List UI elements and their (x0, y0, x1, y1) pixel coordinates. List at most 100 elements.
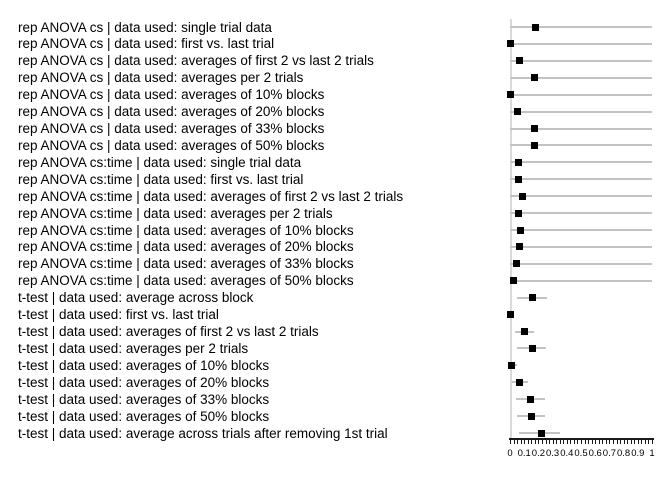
error-bar (510, 279, 652, 282)
data-point-marker (507, 91, 515, 99)
row-label: t-test | data used: averages of first 2 … (18, 324, 319, 340)
error-bar (510, 76, 652, 79)
error-bar (510, 262, 652, 265)
x-axis-tick-label: 0.1 (517, 448, 531, 459)
x-axis-tick-label: 0.6 (588, 448, 602, 459)
x-axis-minor-tick (641, 439, 643, 444)
x-axis-minor-tick (627, 439, 629, 444)
x-axis-minor-tick (584, 439, 586, 444)
row-label: rep ANOVA cs:time | data used: averages … (18, 188, 404, 204)
x-axis-minor-tick (577, 439, 579, 444)
data-point-marker (532, 23, 540, 31)
data-point-marker (512, 260, 520, 268)
row-label: t-test | data used: first vs. last trial (18, 307, 219, 323)
row-label: rep ANOVA cs | data used: averages of fi… (18, 53, 374, 69)
x-axis-minor-tick (563, 439, 565, 444)
data-point-marker (507, 40, 515, 48)
row-label: rep ANOVA cs | data used: single trial d… (18, 19, 272, 35)
x-axis-tick-label: 0 (507, 448, 513, 459)
x-axis-tick-label: 1 (649, 448, 655, 459)
x-axis-minor-tick (534, 439, 536, 444)
data-point-marker (527, 412, 535, 420)
row-label: rep ANOVA cs | data used: averages of 10… (18, 87, 325, 103)
row-label: rep ANOVA cs:time | data used: averages … (18, 205, 333, 221)
x-axis-tick-label: 0.7 (602, 448, 616, 459)
data-point-marker (530, 125, 538, 133)
data-point-marker (508, 361, 516, 369)
x-axis-tick-label: 0.5 (574, 448, 588, 459)
error-bar (510, 42, 652, 45)
x-axis-tick-label: 0.4 (560, 448, 574, 459)
row-label: rep ANOVA cs:time | data used: first vs.… (18, 171, 304, 187)
data-point-marker (530, 74, 538, 82)
x-axis-minor-tick (531, 439, 533, 444)
x-axis-minor-tick (652, 439, 653, 444)
row-label: rep ANOVA cs:time | data used: single tr… (18, 154, 302, 170)
x-axis-minor-tick (612, 439, 614, 444)
x-axis-tick-label: 0.3 (545, 448, 560, 459)
data-point-marker (507, 311, 515, 319)
x-axis-minor-tick (648, 439, 650, 444)
data-point-marker (515, 175, 523, 183)
x-axis-minor-tick (513, 439, 515, 444)
x-axis-tick-label: 0.8 (616, 448, 631, 459)
error-bar (510, 178, 652, 181)
x-axis-minor-tick (630, 439, 632, 444)
data-point-marker (516, 57, 524, 65)
error-bar (510, 26, 652, 28)
x-axis-minor-tick (570, 439, 572, 444)
x-axis-minor-tick (573, 439, 575, 444)
x-axis-minor-tick (566, 439, 568, 444)
row-label: rep ANOVA cs | data used: averages of 20… (18, 104, 325, 120)
data-point-marker (513, 108, 521, 116)
error-bar (510, 144, 652, 147)
x-axis-minor-tick (591, 439, 593, 444)
x-axis-minor-tick (524, 439, 526, 444)
row-label: rep ANOVA cs:time | data used: averages … (18, 273, 354, 289)
error-bar (510, 195, 652, 198)
data-point-marker (528, 294, 536, 302)
data-point-marker (528, 344, 536, 352)
x-axis-minor-tick (581, 439, 582, 444)
row-label: t-test | data used: averages of 10% bloc… (18, 357, 270, 373)
x-axis-minor-tick (510, 439, 511, 444)
x-axis-tick-label: 0.9 (631, 448, 645, 459)
row-label: rep ANOVA cs | data used: averages of 50… (18, 137, 325, 153)
x-axis-minor-tick (605, 439, 607, 444)
x-axis-minor-tick (559, 439, 561, 444)
x-axis-minor-tick (620, 439, 622, 444)
row-label: rep ANOVA cs | data used: averages of 33… (18, 121, 325, 137)
x-axis-minor-tick (549, 439, 551, 444)
data-point-marker (537, 429, 545, 437)
data-point-marker (510, 277, 518, 285)
x-axis-minor-tick (602, 439, 604, 444)
row-label: t-test | data used: average across trial… (18, 425, 388, 441)
row-label: t-test | data used: average across block (18, 290, 254, 306)
data-point-marker (527, 395, 535, 403)
x-axis-minor-tick (598, 439, 600, 444)
error-bar (510, 59, 652, 62)
row-label: t-test | data used: averages of 50% bloc… (18, 408, 270, 424)
x-axis-minor-tick (634, 439, 636, 444)
x-axis-tick-label: 0.2 (531, 448, 545, 459)
data-point-marker (515, 158, 523, 166)
data-point-marker (531, 141, 539, 149)
x-axis-minor-tick (623, 439, 625, 444)
row-label: rep ANOVA cs:time | data used: averages … (18, 222, 354, 238)
row-label: rep ANOVA cs:time | data used: averages … (18, 256, 354, 272)
error-bar (510, 229, 652, 232)
x-axis-minor-tick (520, 439, 522, 444)
data-point-marker (515, 378, 523, 386)
data-point-marker (519, 192, 527, 200)
x-axis-minor-tick (616, 439, 618, 444)
x-axis-minor-tick (541, 439, 543, 444)
x-axis-minor-tick (595, 439, 597, 444)
x-axis-minor-tick (527, 439, 529, 444)
error-bar (510, 245, 652, 248)
data-point-marker (517, 226, 525, 234)
row-label: t-test | data used: averages of 33% bloc… (18, 391, 270, 407)
error-bar (510, 110, 652, 113)
data-point-marker (515, 209, 523, 217)
row-label: t-test | data used: averages per 2 trial… (18, 340, 249, 356)
